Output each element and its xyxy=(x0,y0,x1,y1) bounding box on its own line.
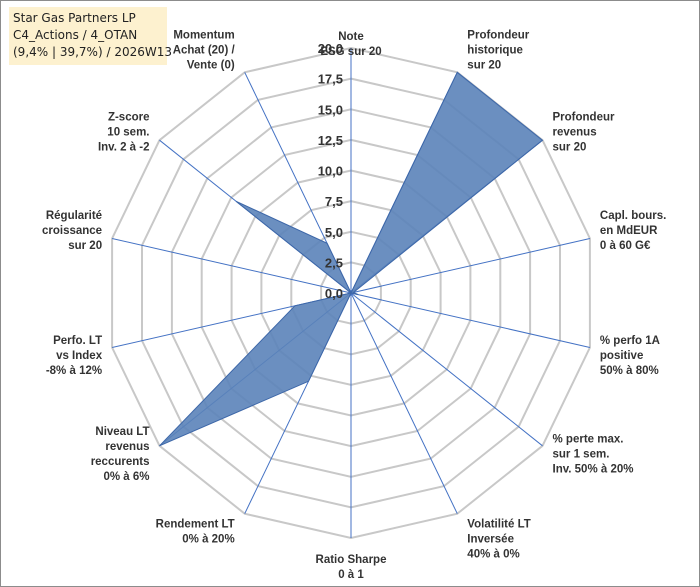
axis-label-13-line-0: Momentum xyxy=(173,29,234,41)
tick-labels-layer: 0,0 2,5 5,0 7,5 10,0 12,5 15,0 17,5 20,0 xyxy=(318,41,343,301)
axis-label-1-line-2: sur 20 xyxy=(467,59,501,71)
tick-label-7: 17,5 xyxy=(318,72,343,87)
axis-label-3-line-2: 0 à 60 G€ xyxy=(600,240,651,252)
spoke-11 xyxy=(111,238,352,294)
axis-label-5-line-2: Inv. 50% à 20% xyxy=(553,463,634,475)
axis-label-2-line-1: revenus xyxy=(553,127,597,139)
tick-label-2: 5,0 xyxy=(325,225,343,240)
axis-label-2-line-2: sur 20 xyxy=(553,142,587,154)
axis-label-10-line-1: vs Index xyxy=(56,350,103,362)
axis-label-13-line-2: Vente (0) xyxy=(187,59,235,71)
spoke-4 xyxy=(350,292,591,348)
axis-label-12-line-2: Inv. 2 à -2 xyxy=(98,142,150,154)
tick-label-5: 12,5 xyxy=(318,133,343,148)
axis-label-10-line-2: -8% à 12% xyxy=(46,365,102,377)
axis-label-10-line-0: Perfo. LT xyxy=(53,335,102,347)
axis-label-0-line-0: Note xyxy=(338,31,364,43)
axis-label-13-line-1: Achat (20) / xyxy=(173,44,236,56)
axis-label-7-line-1: 0 à 1 xyxy=(338,569,364,581)
series-area xyxy=(159,71,544,447)
axis-label-8-line-1: 0% à 20% xyxy=(182,534,234,546)
axis-label-11-line-0: Régularité xyxy=(46,210,102,222)
axis-label-6-line-2: 40% à 0% xyxy=(467,549,519,561)
axis-label-12-line-1: 10 sem. xyxy=(107,127,149,139)
axis-label-6-line-0: Volatilité LT xyxy=(467,519,530,531)
axis-label-8-line-0: Rendement LT xyxy=(156,519,235,531)
tick-label-4: 10,0 xyxy=(318,164,343,179)
spoke-5 xyxy=(350,292,543,447)
spoke-6 xyxy=(350,292,458,514)
title-box: Star Gas Partners LP C4_Actions / 4_OTAN… xyxy=(9,7,172,65)
axis-label-3-line-0: Capl. bours. xyxy=(600,210,666,222)
title-stats: (9,4% | 39,7%) / 2026W13 xyxy=(13,45,172,59)
tick-label-0: 0,0 xyxy=(325,286,343,301)
title-category: C4_Actions / 4_OTAN xyxy=(13,28,138,42)
axis-label-1-line-0: Profondeur xyxy=(467,29,529,41)
axis-label-9-line-0: Niveau LT xyxy=(95,426,149,438)
series-layer xyxy=(159,71,544,447)
axis-label-4-line-2: 50% à 80% xyxy=(600,365,659,377)
axis-label-9-line-1: revenus xyxy=(105,441,149,453)
tick-label-8: 20,0 xyxy=(318,41,343,56)
axis-label-6-line-1: Inversée xyxy=(467,534,514,546)
axis-label-4-line-0: % perfo 1A xyxy=(600,335,660,347)
spoke-3 xyxy=(350,238,591,294)
tick-label-6: 15,0 xyxy=(318,102,343,117)
axis-label-9-line-3: 0% à 6% xyxy=(103,471,149,483)
axis-label-5-line-0: % perte max. xyxy=(553,433,624,445)
axis-label-1-line-1: historique xyxy=(467,44,523,56)
axis-labels-layer: Note ESG sur 20 Profondeur historique sur 20… xyxy=(42,29,666,581)
axis-label-11-line-2: sur 20 xyxy=(68,240,102,252)
tick-label-1: 2,5 xyxy=(325,255,343,270)
axis-label-5-line-1: sur 1 sem. xyxy=(553,448,610,460)
tick-label-3: 7,5 xyxy=(325,194,343,209)
axis-label-0-line-1: ESG sur 20 xyxy=(320,46,381,58)
axis-label-11-line-1: croissance xyxy=(42,225,102,237)
axis-label-2-line-0: Profondeur xyxy=(553,112,615,124)
title-company: Star Gas Partners LP xyxy=(13,11,136,25)
axis-label-9-line-2: reccurents xyxy=(91,456,150,468)
axis-label-4-line-1: positive xyxy=(600,350,643,362)
axis-label-3-line-1: en MdEUR xyxy=(600,225,658,237)
axis-label-12-line-0: Z-score xyxy=(108,112,150,124)
axis-label-7-line-0: Ratio Sharpe xyxy=(316,554,387,566)
